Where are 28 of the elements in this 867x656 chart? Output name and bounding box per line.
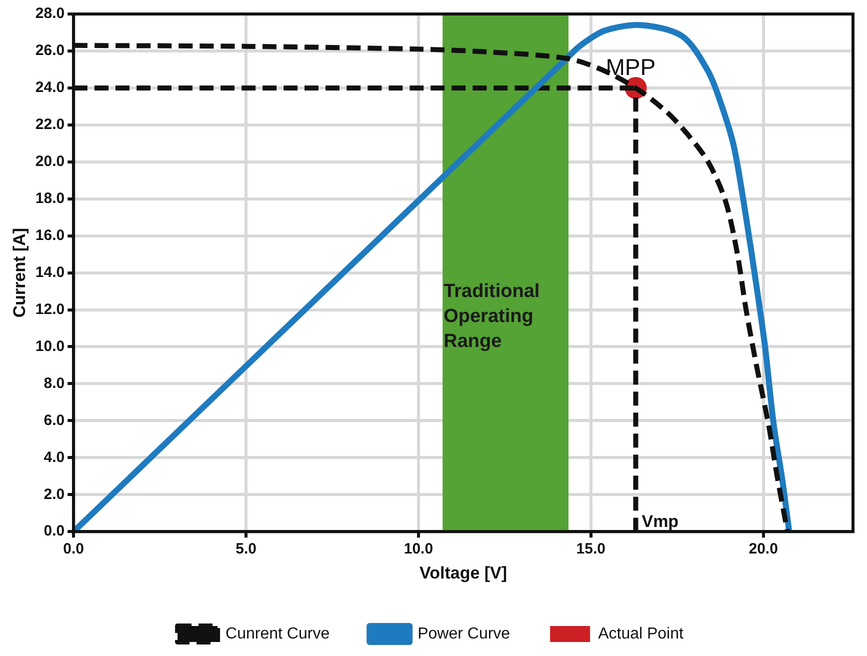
y-tick-label: 18.0	[35, 190, 65, 207]
x-tick-label: 15.0	[576, 540, 606, 558]
legend-label: Actual Point	[598, 625, 684, 642]
y-tick-label: 4.0	[44, 448, 65, 466]
x-tick-label: 5.0	[236, 540, 256, 558]
y-tick-label: 0.0	[44, 522, 65, 540]
annotation: Vmp	[642, 512, 679, 531]
y-tick-label: 26.0	[35, 42, 65, 60]
y-tick-label: 20.0	[35, 153, 65, 170]
y-tick-label: 28.0	[35, 5, 65, 22]
x-tick-label: 20.0	[748, 540, 778, 558]
legend-label: Cunrent Curve	[226, 625, 330, 642]
annotation: MPP	[606, 54, 656, 80]
y-tick-label: 2.0	[44, 486, 65, 503]
y-tick-label: 14.0	[35, 264, 65, 281]
x-tick-label: 0.0	[63, 540, 84, 558]
y-tick-label: 6.0	[44, 412, 65, 429]
y-axis-title: Current [A]	[10, 228, 29, 318]
legend-label: Power Curve	[418, 625, 510, 642]
y-tick-label: 10.0	[35, 338, 65, 355]
y-tick-label: 24.0	[35, 79, 65, 96]
y-tick-label: 12.0	[35, 300, 65, 318]
y-tick-label: 22.0	[35, 116, 65, 134]
x-tick-label: 10.0	[404, 540, 434, 558]
y-tick-label: 8.0	[44, 374, 65, 392]
y-tick-label: 16.0	[35, 226, 65, 244]
x-axis-title: Voltage [V]	[420, 563, 508, 582]
band-label: Traditional Operating Range	[444, 281, 540, 352]
